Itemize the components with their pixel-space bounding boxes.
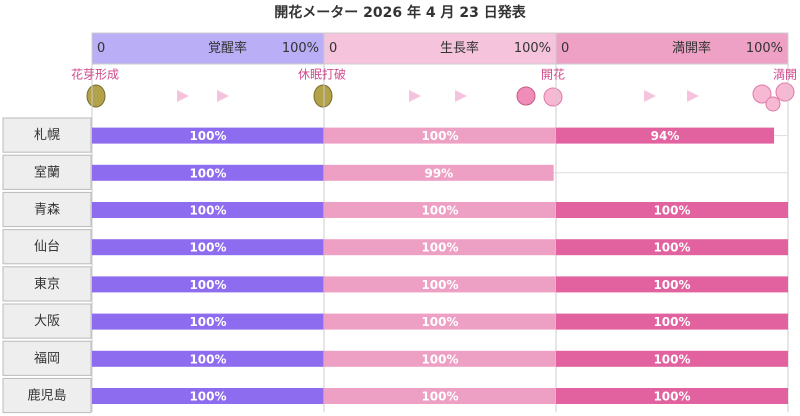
bar [324, 388, 556, 404]
phase-header [91, 32, 325, 65]
chart-title: 開花メーター 2026 年 4 月 23 日発表 [274, 4, 526, 21]
x-tick-label: 100% [282, 41, 319, 56]
y-tick-label: 大阪 [34, 314, 60, 329]
bar [324, 313, 556, 330]
value-label: 100% [189, 390, 226, 404]
row-label-box [2, 303, 92, 339]
value-label: 100% [653, 390, 690, 404]
value-label: 100% [421, 278, 458, 292]
value-label: 100% [653, 315, 690, 329]
stage-label: 満開 [773, 68, 797, 82]
value-label: 100% [421, 241, 458, 255]
value-label: 100% [189, 315, 226, 329]
y-tick-label: 鹿児島 [27, 388, 66, 404]
bar [556, 350, 788, 367]
legend-label: 覚醒率 [208, 40, 247, 56]
row-label-box [2, 191, 92, 228]
bar [324, 350, 556, 367]
x-tick-label: 0 [329, 41, 337, 56]
y-tick-label: 青森 [34, 203, 60, 218]
value-label: 100% [653, 278, 690, 292]
y-tick-label: 室蘭 [34, 164, 60, 180]
value-label: 100% [189, 129, 226, 143]
stage-label: 開花 [541, 67, 565, 82]
row-label-box [2, 377, 92, 414]
bar [92, 127, 324, 144]
value-label: 100% [421, 204, 458, 218]
value-label: 100% [421, 390, 458, 404]
bar [92, 202, 324, 218]
stage-label: 花芽形成 [71, 67, 119, 82]
bar [324, 276, 556, 293]
value-label: 100% [653, 204, 690, 218]
bar [556, 239, 788, 256]
x-tick-label: 0 [97, 41, 105, 56]
value-label: 100% [653, 241, 690, 255]
row-label-box [2, 266, 92, 302]
bar [92, 313, 324, 330]
value-label: 100% [421, 315, 458, 329]
y-tick-label: 福岡 [34, 351, 60, 366]
bar [92, 239, 324, 256]
y-tick-label: 東京 [34, 276, 60, 292]
legend-label: 満開率 [672, 40, 711, 56]
legend-label: 生長率 [440, 40, 479, 56]
value-label: 100% [421, 352, 458, 366]
y-tick-label: 仙台 [34, 240, 60, 255]
x-tick-label: 0 [561, 41, 569, 56]
bar [556, 276, 788, 293]
row-label-box [2, 117, 92, 153]
bar [556, 388, 788, 404]
row-label-box [2, 340, 92, 376]
bar [324, 202, 556, 218]
x-tick-label: 100% [514, 41, 551, 56]
value-label: 100% [189, 352, 226, 366]
bar [556, 127, 775, 144]
y-tick-label: 札幌 [34, 127, 60, 143]
value-label: 100% [421, 129, 458, 143]
phase-header [555, 32, 789, 65]
value-label: 100% [189, 166, 226, 180]
row-label-box [2, 154, 92, 190]
value-label: 100% [189, 204, 226, 218]
bar [324, 239, 556, 256]
bar [556, 202, 788, 218]
stage-label: 休眠打破 [298, 67, 346, 82]
value-label: 99% [424, 166, 453, 180]
bar [92, 164, 324, 181]
value-label: 100% [653, 352, 690, 366]
bar [92, 388, 324, 404]
bar [324, 127, 556, 144]
row-label-box [2, 229, 92, 265]
stage-icons [86, 82, 795, 112]
bar [324, 164, 554, 181]
value-label: 100% [189, 241, 226, 255]
bar [92, 276, 324, 293]
x-tick-label: 100% [746, 41, 783, 56]
value-label: 100% [189, 278, 226, 292]
bar [92, 350, 324, 367]
bar [556, 313, 788, 330]
value-label: 94% [651, 129, 680, 143]
